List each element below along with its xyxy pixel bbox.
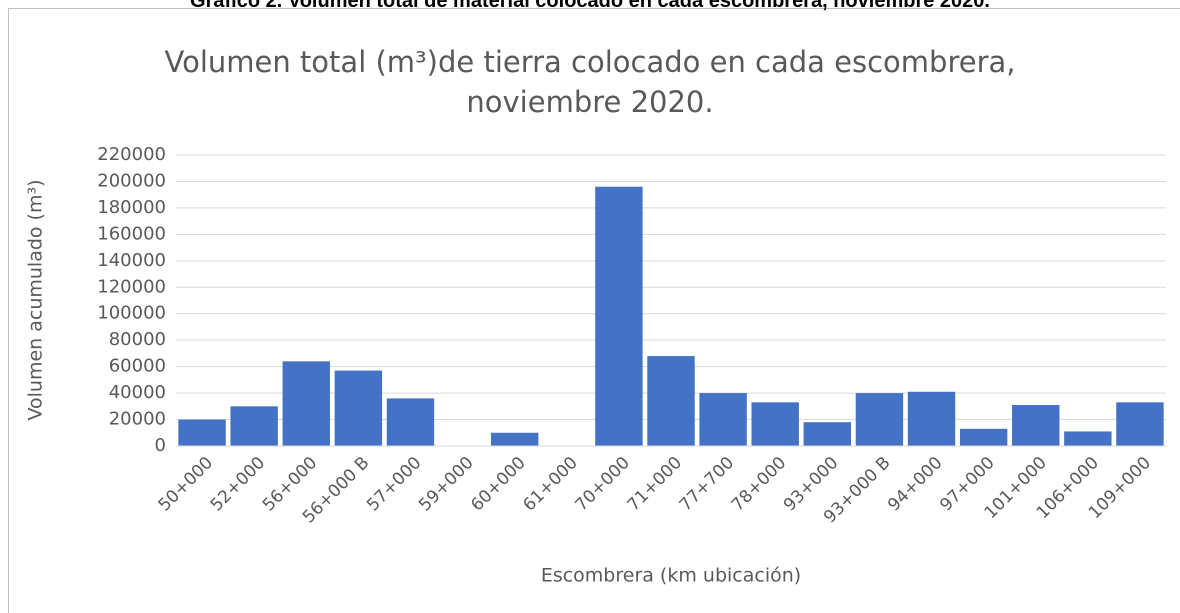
y-tick-label: 180000 [97,197,166,218]
bar [178,419,226,446]
x-tick-label: 77+700 [676,453,738,515]
bar [647,356,695,446]
y-tick-label: 200000 [97,170,166,191]
x-tick-label: 61+000 [519,453,581,515]
chart-title: Volumen total (m³)de tierra colocado en … [164,45,1016,119]
y-tick-label: 60000 [109,356,166,377]
y-tick-label: 100000 [97,303,166,324]
y-tick-label: 120000 [97,276,166,297]
bar [699,393,747,446]
bar [803,422,852,446]
bar [907,391,956,446]
y-tick-label: 40000 [109,382,166,403]
x-axis-label: Escombrera (km ubicación) [541,565,801,587]
bar [595,186,643,446]
x-tick-label: 50+000 [155,453,217,515]
x-tick-label: 59+000 [415,453,477,515]
bar [1116,402,1164,446]
x-tick-label: 52+000 [207,453,269,515]
caption: Gráfico 2. Volumen total de material col… [190,0,990,12]
y-tick-label: 80000 [109,329,166,350]
y-tick-label: 0 [155,435,166,456]
bar [1012,404,1060,446]
x-tick-label: 94+000 [884,453,946,515]
x-tick-label: 78+000 [728,453,790,515]
bar [751,402,799,446]
chart-border [8,8,1180,613]
y-axis-label: Volumen acumulado (m³) [25,179,47,420]
y-tick-label: 20000 [109,409,166,430]
y-tick-label: 220000 [97,144,166,165]
bar [1064,431,1112,446]
bar [490,432,539,446]
bar [386,398,435,446]
x-tick-label: 60+000 [467,453,529,515]
x-tick-label: 70+000 [572,453,634,515]
x-tick-label: 71+000 [624,453,686,515]
bar [855,393,904,446]
bar [282,361,330,446]
bar [959,428,1008,446]
y-tick-label: 140000 [97,250,166,271]
bar [230,406,278,446]
bar [334,370,383,446]
x-tick-label: 57+000 [363,453,425,515]
y-tick-label: 160000 [97,223,166,244]
